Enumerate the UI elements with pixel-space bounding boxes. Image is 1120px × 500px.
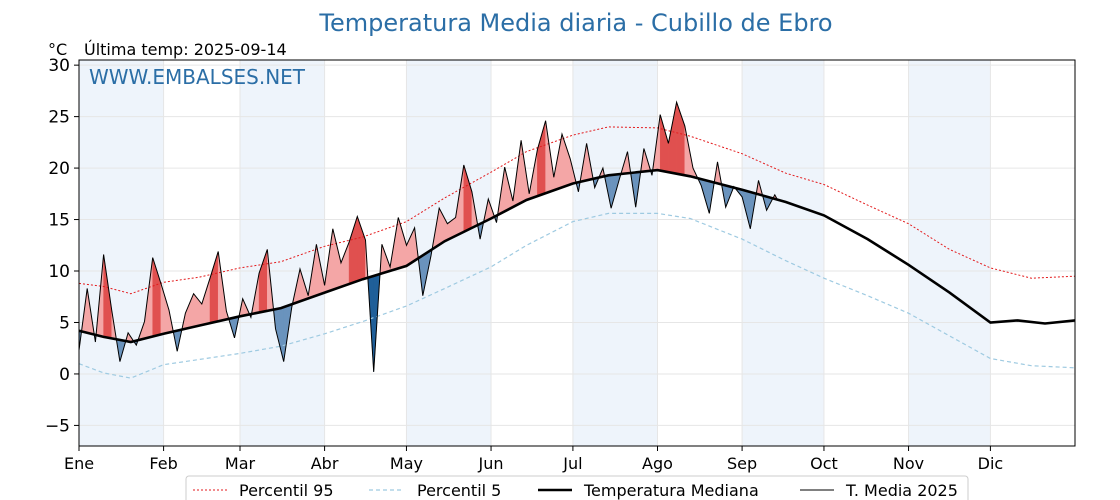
unit-label: °C [48,40,67,59]
y-tick-label: 10 [48,262,70,282]
above-median-fill [659,114,669,173]
above-median-fill [340,242,350,288]
x-tick-label: Oct [810,454,838,473]
y-tick-label: 25 [48,108,70,128]
x-tick-label: May [390,454,423,473]
series-lines [78,100,1076,379]
above-median-fill [160,283,170,335]
legend: Percentil 95 Percentil 5 Temperatura Media… [185,475,969,500]
y-tick-label: 0 [59,365,70,385]
legend-box [185,475,969,500]
month-band [406,60,492,446]
x-axis-ticks: Ene Feb Mar Abr May Jun Jul Ago Sep Oct Nov Dic [64,446,1003,473]
above-median-fill [398,217,407,269]
legend-label: Temperatura Mediana [583,481,759,500]
x-tick-label: Nov [893,454,924,473]
y-tick-label: 15 [48,211,70,231]
x-tick-label: Ene [64,454,94,473]
legend-label: Percentil 5 [417,481,501,500]
x-tick-label: Abr [311,454,339,473]
x-tick-label: Feb [149,454,177,473]
above-median-fill [561,134,571,188]
y-tick-label: 5 [59,313,70,333]
x-tick-label: Ago [642,454,673,473]
x-tick-label: Sep [727,454,757,473]
legend-label: T. Media 2025 [845,481,958,500]
x-tick-label: Jun [478,454,504,473]
y-axis-ticks: 30 25 20 15 10 5 0 −5 [45,56,79,436]
above-median-fill [209,251,219,324]
x-tick-label: Dic [978,454,1004,473]
median-line [78,168,1076,344]
above-median-fill [357,216,366,282]
above-median-fill [537,120,546,197]
x-tick-label: Mar [225,454,256,473]
y-tick-label: 20 [48,159,70,179]
watermark: WWW.EMBALSES.NET [89,65,306,89]
chart-title: Temperatura Media diaria - Cubillo de Eb… [318,9,832,37]
y-tick-label: 30 [48,56,70,76]
month-band [908,60,991,446]
y-tick-label: −5 [45,416,70,436]
month-band [239,60,325,446]
month-band [742,60,824,446]
x-tick-label: Jul [562,454,582,473]
last-temp-label: Última temp: 2025-09-14 [84,40,287,59]
current-year-line [78,100,779,372]
legend-label: Percentil 95 [239,481,334,500]
plot-frame [78,59,1076,447]
above-median-fill [348,216,358,285]
month-bands [79,60,991,446]
month-band [572,60,658,446]
month-band [79,60,164,446]
p5-line [78,212,1076,379]
